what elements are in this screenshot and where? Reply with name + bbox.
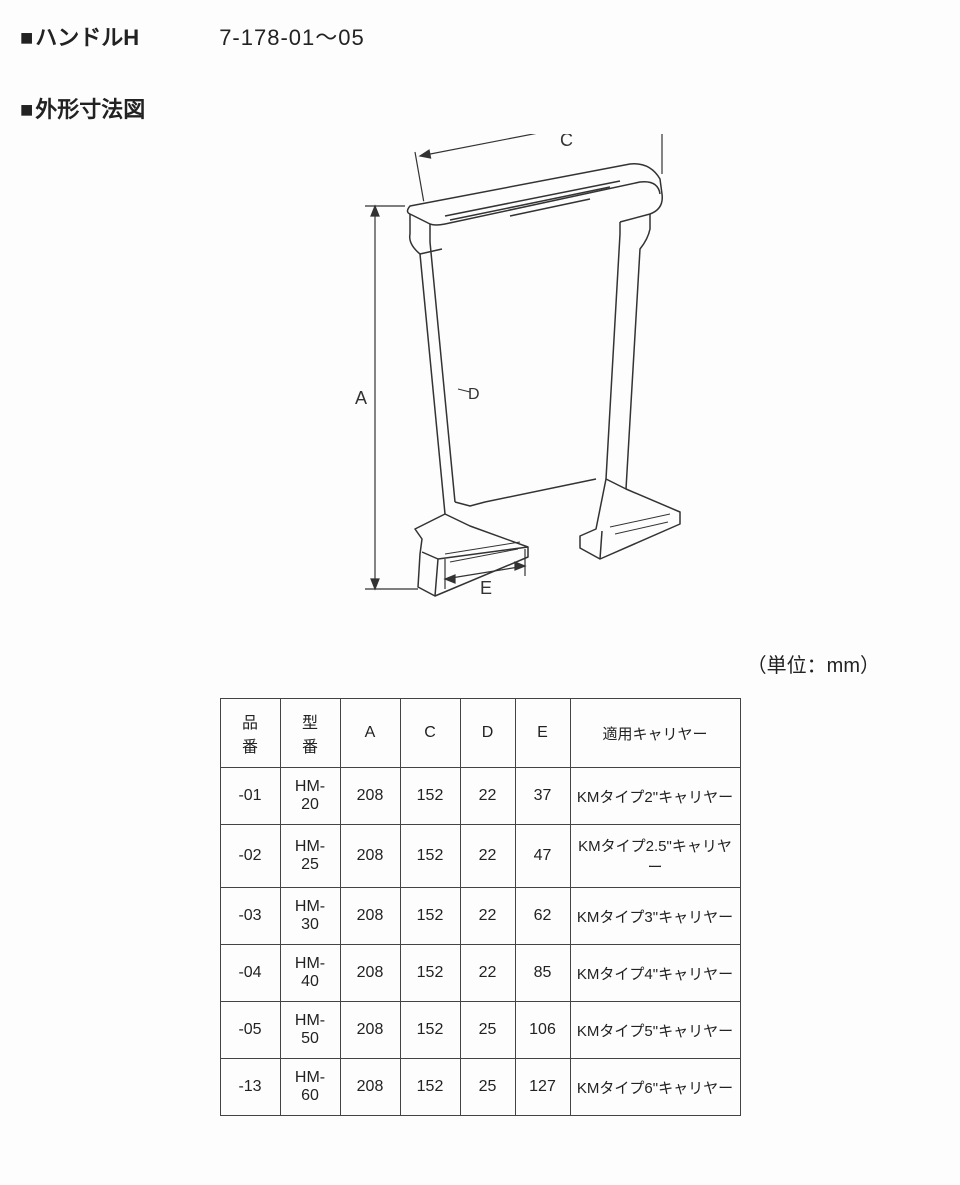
table-row: -05HM-5020815225106KMタイプ5"キャリヤー	[220, 1002, 740, 1059]
dim-label-e: E	[480, 578, 492, 598]
table-cell: -13	[220, 1059, 280, 1116]
table-cell: 152	[400, 825, 460, 888]
table-cell: 208	[340, 945, 400, 1002]
table-row: -03HM-302081522262KMタイプ3"キャリヤー	[220, 888, 740, 945]
table-cell: 208	[340, 1059, 400, 1116]
col-model: 型 番	[280, 699, 340, 768]
table-cell: -03	[220, 888, 280, 945]
table-cell: -01	[220, 768, 280, 825]
table-cell: 152	[400, 768, 460, 825]
table-cell: 152	[400, 945, 460, 1002]
table-cell: 25	[460, 1059, 515, 1116]
unit-note: （単位：mm）	[20, 649, 880, 678]
table-cell: 208	[340, 888, 400, 945]
table-cell: 208	[340, 825, 400, 888]
table-cell: HM-30	[280, 888, 340, 945]
table-cell: -02	[220, 825, 280, 888]
product-code: 7-178-01～05	[219, 20, 365, 52]
dimension-table: 品 番 型 番 A C D E 適用キャリヤー -01HM-2020815222…	[220, 698, 741, 1116]
col-d: D	[460, 699, 515, 768]
table-header-row: 品 番 型 番 A C D E 適用キャリヤー	[220, 699, 740, 768]
table-cell: -04	[220, 945, 280, 1002]
table-cell: 85	[515, 945, 570, 1002]
col-e: E	[515, 699, 570, 768]
table-cell: 25	[460, 1002, 515, 1059]
table-cell: KMタイプ3"キャリヤー	[570, 888, 740, 945]
dim-label-d: D	[468, 386, 480, 403]
table-cell: 152	[400, 888, 460, 945]
table-cell: HM-20	[280, 768, 340, 825]
table-cell: KMタイプ4"キャリヤー	[570, 945, 740, 1002]
table-cell: 22	[460, 888, 515, 945]
table-row: -01HM-202081522237KMタイプ2"キャリヤー	[220, 768, 740, 825]
table-cell: HM-50	[280, 1002, 340, 1059]
table-cell: 127	[515, 1059, 570, 1116]
dim-label-c: C	[560, 134, 573, 150]
diagram-subtitle: 外形寸法図	[20, 92, 940, 124]
table-cell: 208	[340, 768, 400, 825]
table-cell: 62	[515, 888, 570, 945]
table-row: -04HM-402081522285KMタイプ4"キャリヤー	[220, 945, 740, 1002]
table-row: -13HM-6020815225127KMタイプ6"キャリヤー	[220, 1059, 740, 1116]
table-cell: KMタイプ5"キャリヤー	[570, 1002, 740, 1059]
table-cell: 37	[515, 768, 570, 825]
table-cell: HM-40	[280, 945, 340, 1002]
table-cell: HM-25	[280, 825, 340, 888]
table-cell: 22	[460, 945, 515, 1002]
table-cell: 152	[400, 1002, 460, 1059]
table-cell: 152	[400, 1059, 460, 1116]
table-cell: KMタイプ2.5"キャリヤー	[570, 825, 740, 888]
table-cell: HM-60	[280, 1059, 340, 1116]
col-carrier: 適用キャリヤー	[570, 699, 740, 768]
table-cell: 47	[515, 825, 570, 888]
page-title: ハンドルH	[20, 20, 139, 52]
table-cell: 22	[460, 825, 515, 888]
header-row: ハンドルH 7-178-01～05	[20, 20, 940, 52]
table-row: -02HM-252081522247KMタイプ2.5"キャリヤー	[220, 825, 740, 888]
col-c: C	[400, 699, 460, 768]
table-cell: 208	[340, 1002, 400, 1059]
table-cell: 22	[460, 768, 515, 825]
table-cell: 106	[515, 1002, 570, 1059]
table-cell: KMタイプ6"キャリヤー	[570, 1059, 740, 1116]
table-cell: -05	[220, 1002, 280, 1059]
col-a: A	[340, 699, 400, 768]
table-cell: KMタイプ2"キャリヤー	[570, 768, 740, 825]
dimension-diagram: A C D E	[270, 134, 750, 634]
diagram-container: A C D E	[20, 134, 940, 639]
dim-label-a: A	[355, 388, 367, 408]
col-partnum: 品 番	[220, 699, 280, 768]
